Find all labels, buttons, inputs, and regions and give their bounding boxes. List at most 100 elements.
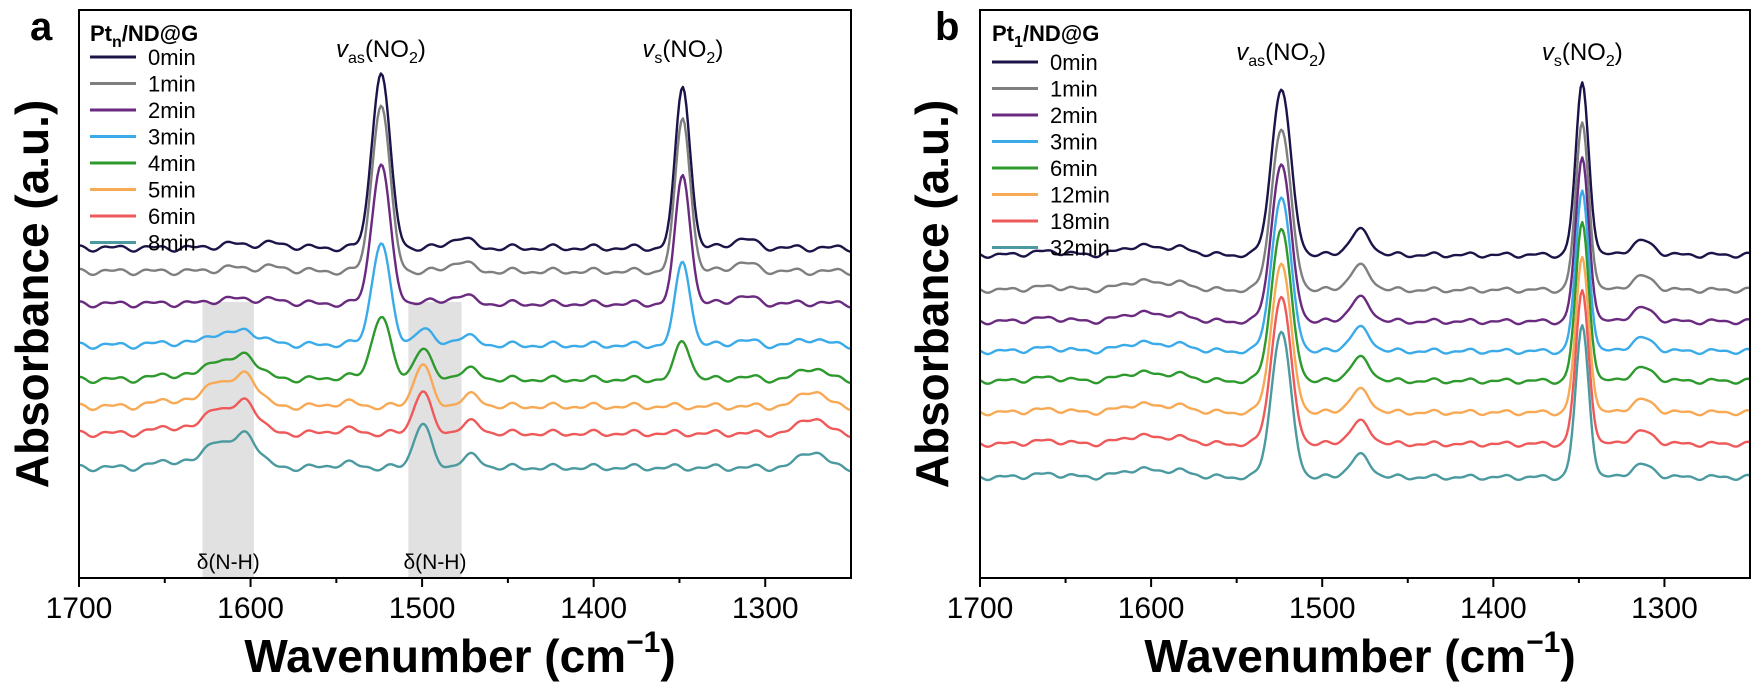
x-tick-label-a-2: 1500 bbox=[389, 592, 456, 625]
legend-label-a-1min: 1min bbox=[148, 72, 196, 97]
annotation-vs-b: vs(NO2) bbox=[1542, 39, 1623, 70]
ann-vas-v-b: v bbox=[1236, 39, 1250, 66]
xlabel-main-a: Wavenumber (cm bbox=[244, 630, 626, 682]
legend-title-main-a: Pt bbox=[90, 21, 113, 46]
x-tick-label-b-3: 1400 bbox=[1460, 592, 1527, 625]
legend-title-b: Pt1/ND@G bbox=[992, 21, 1099, 51]
series-line-b-12min bbox=[979, 255, 1751, 417]
ann-vs-rest-a: (NO bbox=[662, 36, 706, 63]
legend-label-a-8min: 8min bbox=[148, 231, 196, 256]
legend-label-b-6min: 6min bbox=[1050, 156, 1098, 181]
ann-vas-sub-b: as bbox=[1248, 53, 1265, 70]
series-line-a-3min bbox=[79, 242, 852, 350]
nh-band-2 bbox=[408, 302, 462, 578]
legend-label-b-0min: 0min bbox=[1050, 50, 1098, 75]
series-line-a-8min bbox=[79, 422, 852, 473]
plot-frame-b bbox=[979, 9, 1751, 579]
panel-letter-b: b bbox=[935, 5, 959, 49]
series-line-b-2min bbox=[979, 156, 1751, 326]
ann-vs-rest-b: (NO bbox=[1562, 39, 1606, 66]
legend-title-sub-a: n bbox=[112, 34, 122, 51]
annotation-vas-b: vas(NO2) bbox=[1236, 39, 1326, 70]
legend-label-a-2min: 2min bbox=[148, 98, 196, 123]
legend-label-a-4min: 4min bbox=[148, 151, 196, 176]
xlabel-close-a: ) bbox=[660, 630, 675, 682]
legend-title-a: Ptn/ND@G bbox=[90, 21, 198, 51]
xlabel-main-b: Wavenumber (cm bbox=[1144, 630, 1526, 682]
panel-a: a 1700 1600 1500 1400 1300 Wavenumber (cm−1)… bbox=[6, 5, 852, 682]
series-line-a-1min bbox=[79, 104, 852, 277]
ann-vas-rest-a: (NO bbox=[365, 36, 409, 63]
legend-label-b-32min: 32min bbox=[1050, 236, 1110, 261]
ann-vs-v-b: v bbox=[1542, 39, 1556, 66]
ann-vas-close-a: ) bbox=[418, 36, 426, 63]
xlabel-close-b: ) bbox=[1560, 630, 1575, 682]
ann-vs-sub-a: s bbox=[654, 50, 662, 67]
ann-vas-v-a: v bbox=[336, 36, 350, 63]
nh-band-label-2: δ(N-H) bbox=[403, 551, 466, 574]
x-tick-label-a-1: 1600 bbox=[217, 592, 284, 625]
ann-vas-sub2-a: 2 bbox=[409, 50, 418, 67]
ann-vas-rest-b: (NO bbox=[1265, 39, 1309, 66]
legend-label-b-1min: 1min bbox=[1050, 77, 1098, 102]
series-line-b-0min bbox=[979, 81, 1751, 259]
legend-label-b-18min: 18min bbox=[1050, 209, 1110, 234]
series-line-a-2min bbox=[79, 163, 852, 309]
legend-label-a-6min: 6min bbox=[148, 204, 196, 229]
y-axis-label-b: Absorbance (a.u.) bbox=[906, 100, 958, 489]
legend-label-b-3min: 3min bbox=[1050, 130, 1098, 155]
x-tick-label-b-1: 1600 bbox=[1118, 592, 1185, 625]
x-tick-label-a-0: 1700 bbox=[46, 592, 113, 625]
legend-title-rest-b: /ND@G bbox=[1023, 21, 1099, 46]
annotation-vs-a: vs(NO2) bbox=[642, 36, 723, 67]
series-line-b-6min bbox=[979, 220, 1751, 385]
series-line-a-5min bbox=[79, 363, 852, 412]
x-ticks-b: 1700 1600 1500 1400 1300 bbox=[947, 578, 1698, 625]
x-tick-label-b-0: 1700 bbox=[947, 592, 1014, 625]
x-tick-label-b-2: 1500 bbox=[1289, 592, 1356, 625]
ann-vs-close-a: ) bbox=[715, 36, 723, 63]
series-line-a-6min bbox=[79, 390, 852, 439]
xlabel-sup-b: −1 bbox=[1526, 626, 1560, 659]
series-line-b-3min bbox=[979, 189, 1751, 356]
y-axis-label-a: Absorbance (a.u.) bbox=[6, 100, 58, 489]
ann-vs-v-a: v bbox=[642, 36, 656, 63]
x-axis-label-a: Wavenumber (cm−1) bbox=[244, 626, 675, 682]
nh-band-1 bbox=[202, 302, 254, 578]
series-line-a-4min bbox=[79, 316, 852, 385]
ann-vas-sub2-b: 2 bbox=[1309, 53, 1318, 70]
plot-frame-a bbox=[78, 9, 852, 579]
legend-b: Pt1/ND@G 0min1min2min3min6min12min18min3… bbox=[992, 21, 1110, 261]
legend-title-sub-b: 1 bbox=[1014, 34, 1023, 51]
series-line-b-18min bbox=[979, 289, 1751, 448]
x-tick-label-a-3: 1400 bbox=[560, 592, 627, 625]
ann-vs-sub2-b: 2 bbox=[1606, 53, 1615, 70]
ann-vs-sub-b: s bbox=[1554, 53, 1562, 70]
legend-title-rest-a: /ND@G bbox=[122, 21, 198, 46]
xlabel-sup-a: −1 bbox=[626, 626, 660, 659]
legend-label-a-5min: 5min bbox=[148, 178, 196, 203]
series-line-b-1min bbox=[979, 121, 1751, 294]
ann-vs-sub2-a: 2 bbox=[706, 50, 715, 67]
series-line-a-0min bbox=[79, 72, 852, 253]
traces-a bbox=[79, 72, 852, 473]
legend-title-main-b: Pt bbox=[992, 21, 1015, 46]
annotation-vas-a: vas(NO2) bbox=[336, 36, 426, 67]
legend-label-a-3min: 3min bbox=[148, 125, 196, 150]
ann-vas-sub-a: as bbox=[348, 50, 365, 67]
x-ticks-a: 1700 1600 1500 1400 1300 bbox=[46, 578, 799, 625]
ann-vas-close-b: ) bbox=[1318, 39, 1326, 66]
nh-band-label-1: δ(N-H) bbox=[197, 551, 260, 574]
legend-label-a-0min: 0min bbox=[148, 45, 196, 70]
x-tick-label-b-4: 1300 bbox=[1631, 592, 1698, 625]
traces-b bbox=[979, 81, 1751, 482]
panel-letter-a: a bbox=[30, 5, 53, 49]
x-axis-label-b: Wavenumber (cm−1) bbox=[1144, 626, 1575, 682]
series-line-b-32min bbox=[979, 324, 1751, 482]
panel-b: b 1700 1600 1500 1400 1300 Wavenumber (cm−1)… bbox=[906, 5, 1751, 682]
legend-label-b-12min: 12min bbox=[1050, 183, 1110, 208]
legend-label-b-2min: 2min bbox=[1050, 103, 1098, 128]
ann-vs-close-b: ) bbox=[1615, 39, 1623, 66]
x-tick-label-a-4: 1300 bbox=[732, 592, 799, 625]
